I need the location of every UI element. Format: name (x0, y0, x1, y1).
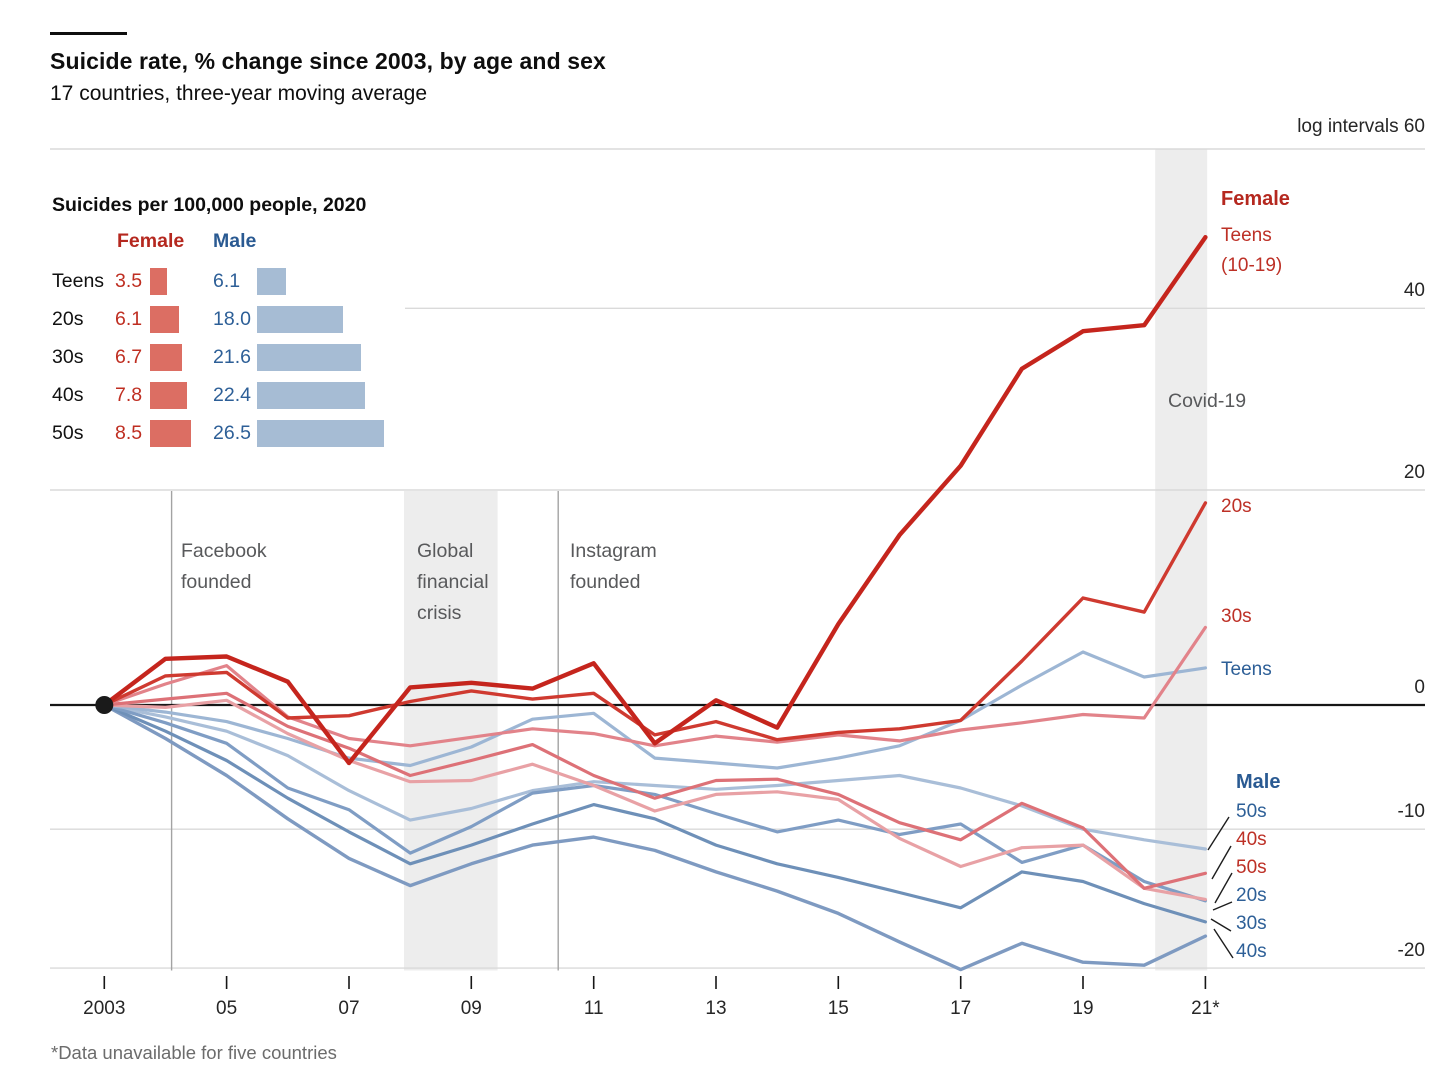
legend-row-label: 40s (52, 383, 84, 406)
legend-male-bar (257, 343, 361, 371)
legend-female-bar (150, 343, 183, 371)
series-female-30s (102, 625, 1208, 748)
y-axis-label: 20 (1403, 462, 1425, 483)
legend-row: Teens 3.5 6.1 (52, 262, 384, 300)
legend-row: 20s 6.1 18.0 (52, 300, 384, 338)
title-rule (50, 32, 127, 35)
legend-row: 30s 6.7 21.6 (52, 338, 384, 376)
legend-row-label: Teens (52, 269, 105, 292)
label-female-teens-line2: (10-19) (1221, 255, 1283, 276)
end-label-male-40s: 40s (1236, 941, 1267, 962)
annotation-instagram: Instagram founded (570, 540, 657, 593)
legend-male-bar (257, 305, 344, 333)
x-axis-label: 15 (827, 998, 849, 1019)
x-axis-label: 21* (1191, 998, 1220, 1019)
legend-male-bar (257, 381, 365, 409)
label-leader-line (1210, 918, 1232, 932)
legend-female-value: 6.1 (115, 307, 143, 330)
y-axis-label: -20 (1397, 940, 1425, 962)
legend-female-header: Female (117, 230, 185, 252)
x-axis-label: 2003 (83, 998, 126, 1019)
legend-male-value: 22.4 (213, 383, 251, 406)
legend-row: 40s 7.8 22.4 (52, 376, 384, 414)
end-label-male-50s: 50s (1236, 801, 1267, 822)
legend-row: 50s 8.5 26.5 (52, 414, 385, 452)
legend-title: Suicides per 100,000 people, 2020 (52, 194, 367, 216)
legend-male-value: 26.5 (213, 421, 251, 444)
x-axis-label: 05 (216, 998, 238, 1019)
annotation-financial-crisis: Global financial crisis (417, 540, 489, 624)
label-leader-line (1211, 845, 1232, 880)
x-axis-label: 11 (583, 998, 604, 1019)
series-male-40s (102, 703, 1208, 972)
log-scale-note: log intervals 60 (1297, 116, 1425, 137)
legend-female-value: 8.5 (115, 421, 143, 444)
legend-female-bar (150, 267, 167, 295)
label-female-30s: 30s (1221, 606, 1252, 627)
label-male-group: Male (1236, 771, 1281, 793)
legend-row-label: 50s (52, 421, 84, 444)
series-male-teens-10-19- (102, 650, 1208, 770)
x-axis-label: 19 (1072, 998, 1094, 1019)
footnote: *Data unavailable for five countries (51, 1042, 337, 1063)
inset-legend: Suicides per 100,000 people, 2020 Female… (52, 194, 397, 447)
label-leader-line (1212, 901, 1233, 911)
legend-female-bar (150, 419, 191, 447)
series-female-50s (102, 698, 1208, 902)
event-band (404, 491, 498, 971)
legend-male-bar (257, 419, 385, 447)
label-male-teens: Teens (1221, 659, 1272, 680)
origin-dot (95, 696, 114, 714)
end-label-male-30s: 30s (1236, 913, 1267, 934)
legend-row-label: 30s (52, 345, 84, 368)
series-female-20s (102, 501, 1208, 742)
label-leader-line (1214, 872, 1233, 904)
series-male-20s (102, 703, 1208, 903)
label-female-group: Female (1221, 188, 1290, 210)
series-male-30s (102, 703, 1208, 924)
label-female-20s: 20s (1221, 496, 1252, 517)
series-female-teens-10-19- (102, 234, 1208, 766)
label-female-teens-line1: Teens (1221, 225, 1272, 246)
x-axis-label: 07 (338, 998, 360, 1019)
chart-subtitle: 17 countries, three-year moving average (50, 82, 428, 105)
series-male-50s (102, 703, 1208, 851)
x-axis-label: 09 (460, 998, 482, 1019)
y-axis-label: 0 (1414, 677, 1425, 698)
legend-female-value: 7.8 (115, 383, 143, 406)
legend-female-value: 3.5 (115, 269, 143, 292)
legend-rows: Teens 3.5 6.1 20s 6.1 18.0 30s 6.7 21.6 40s 7.8 22.… (52, 262, 385, 452)
series-female-40s (102, 691, 1208, 890)
legend-row-label: 20s (52, 307, 84, 330)
chart-title: Suicide rate, % change since 2003, by ag… (50, 48, 606, 74)
x-axis-label: 17 (950, 998, 972, 1019)
legend-male-value: 21.6 (213, 345, 251, 368)
legend-male-value: 6.1 (213, 269, 241, 292)
y-axis-label: -10 (1397, 801, 1425, 823)
legend-male-value: 18.0 (213, 307, 251, 330)
y-axis-label: 40 (1403, 280, 1425, 302)
label-leader-line (1207, 816, 1230, 851)
end-label-male-20s: 20s (1236, 885, 1267, 906)
legend-female-bar (150, 305, 180, 333)
label-leader-line (1213, 928, 1234, 959)
legend-female-bar (150, 381, 188, 409)
annotation-covid: Covid-19 (1168, 390, 1247, 412)
event-band (1155, 149, 1208, 971)
legend-male-bar (257, 267, 287, 295)
end-label-female-50s: 50s (1236, 857, 1267, 878)
annotation-facebook: Facebook founded (181, 540, 267, 593)
end-label-female-40s: 40s (1236, 829, 1267, 850)
legend-female-value: 6.7 (115, 345, 143, 368)
legend-male-header: Male (213, 230, 257, 252)
x-axis-label: 13 (705, 998, 727, 1019)
